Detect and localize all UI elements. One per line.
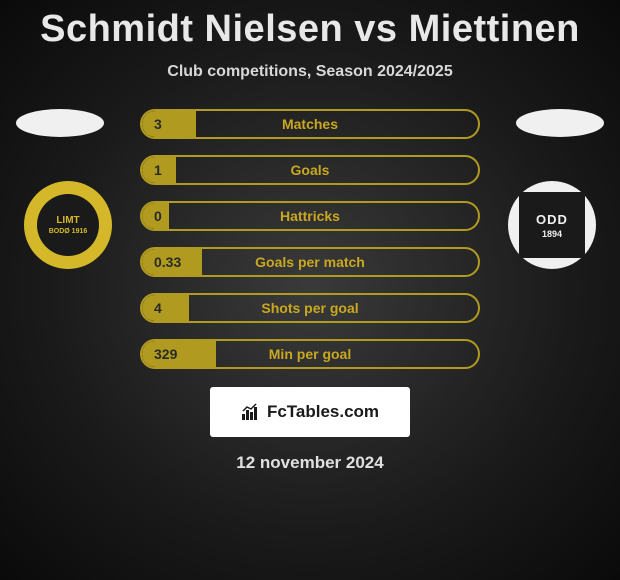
- stat-row: 3 Matches: [140, 109, 480, 139]
- stats-list: 3 Matches 1 Goals 0 Hattricks 0.33 Goals per ma…: [140, 109, 480, 369]
- stat-value: 0: [142, 208, 192, 224]
- stat-value: 3: [142, 116, 192, 132]
- team-logo-right: ODD 1894: [508, 181, 596, 269]
- player-avatar-right: [516, 109, 604, 137]
- stat-row: 1 Goals: [140, 155, 480, 185]
- branding-text: FcTables.com: [267, 402, 379, 422]
- stat-label: Goals per match: [255, 254, 365, 270]
- stat-row: 4 Shots per goal: [140, 293, 480, 323]
- stat-value: 4: [142, 300, 192, 316]
- team-logo-left-text-bottom: BODØ 1916: [49, 228, 88, 235]
- date-text: 12 november 2024: [0, 453, 620, 473]
- player-avatar-left: [16, 109, 104, 137]
- team-logo-right-text-top: ODD: [536, 212, 568, 227]
- team-logo-left: LIMT BODØ 1916: [24, 181, 112, 269]
- branding-badge: FcTables.com: [210, 387, 410, 437]
- team-logo-left-text-top: LIMT: [49, 216, 88, 226]
- stat-label: Goals: [291, 162, 330, 178]
- stat-value: 329: [142, 346, 192, 362]
- team-logo-right-text-bottom: 1894: [542, 229, 562, 239]
- stat-row: 0 Hattricks: [140, 201, 480, 231]
- stat-label: Min per goal: [269, 346, 351, 362]
- subtitle: Club competitions, Season 2024/2025: [0, 63, 620, 81]
- stat-label: Hattricks: [280, 208, 340, 224]
- stat-row: 0.33 Goals per match: [140, 247, 480, 277]
- stat-label: Shots per goal: [261, 300, 358, 316]
- page-title: Schmidt Nielsen vs Miettinen: [0, 0, 620, 51]
- stat-value: 0.33: [142, 254, 192, 270]
- chart-icon: [241, 403, 261, 421]
- comparison-area: LIMT BODØ 1916 ODD 1894 3 Matches 1 Goals 0 H…: [0, 109, 620, 379]
- stat-row: 329 Min per goal: [140, 339, 480, 369]
- stat-value: 1: [142, 162, 192, 178]
- stat-label: Matches: [282, 116, 338, 132]
